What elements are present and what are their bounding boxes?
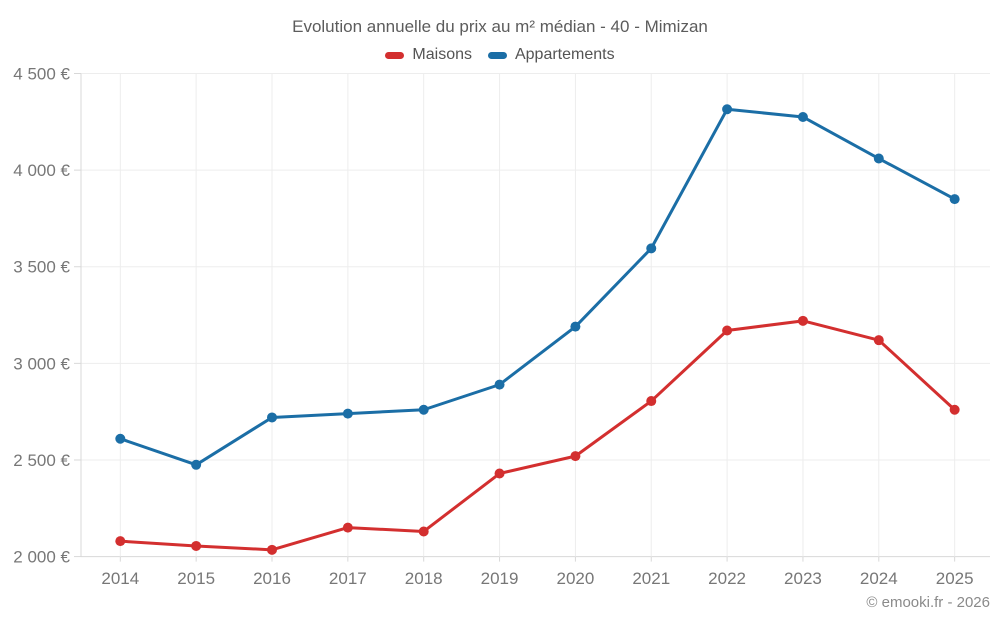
data-point-appartements-2021[interactable]	[646, 243, 657, 254]
x-tick-label: 2024	[860, 569, 898, 588]
x-tick-label: 2019	[481, 569, 519, 588]
data-point-appartements-2017[interactable]	[342, 408, 353, 419]
data-point-appartements-2020[interactable]	[570, 321, 581, 332]
x-tick-label: 2021	[632, 569, 670, 588]
data-point-maisons-2025[interactable]	[949, 404, 960, 415]
x-tick-label: 2015	[177, 569, 215, 588]
y-tick-label: 3 000 €	[13, 354, 70, 373]
series-line-appartements	[118, 107, 957, 467]
data-point-appartements-2023[interactable]	[797, 111, 808, 122]
appartements-legend-label: Appartements	[514, 46, 615, 63]
chart-legend: Maisons Appartements	[0, 46, 1000, 64]
maisons-legend-label: Maisons	[412, 46, 472, 63]
data-point-appartements-2015[interactable]	[191, 459, 202, 470]
y-tick-label: 4 500 €	[13, 65, 70, 84]
chart-title: Evolution annuelle du prix au m² médian …	[292, 17, 708, 36]
data-point-maisons-2014[interactable]	[115, 536, 126, 547]
data-point-maisons-2017[interactable]	[342, 522, 353, 533]
data-point-maisons-2024[interactable]	[873, 335, 884, 346]
x-tick-label: 2017	[329, 569, 367, 588]
y-tick-label: 4 000 €	[13, 161, 70, 180]
data-point-appartements-2018[interactable]	[418, 404, 429, 415]
y-tick-label: 2 500 €	[13, 451, 70, 470]
data-point-appartements-2022[interactable]	[722, 104, 733, 115]
copyright-credit: © emooki.fr - 2026	[866, 594, 990, 611]
data-point-maisons-2018[interactable]	[418, 526, 429, 537]
x-tick-label: 2023	[784, 569, 822, 588]
x-tick-label: 2016	[253, 569, 291, 588]
data-point-appartements-2019[interactable]	[494, 379, 505, 390]
data-point-maisons-2023[interactable]	[797, 315, 808, 326]
data-point-maisons-2015[interactable]	[191, 540, 202, 551]
series-line-maisons	[118, 319, 957, 552]
data-point-appartements-2014[interactable]	[115, 433, 126, 444]
data-point-appartements-2016[interactable]	[267, 412, 277, 423]
data-point-appartements-2024[interactable]	[873, 153, 884, 164]
appartements-legend-swatch-icon	[487, 51, 507, 59]
x-tick-label: 2018	[405, 569, 443, 588]
x-tick-label: 2025	[936, 569, 974, 588]
x-tick-label: 2020	[556, 569, 594, 588]
data-point-maisons-2022[interactable]	[722, 325, 733, 336]
data-point-maisons-2021[interactable]	[646, 396, 657, 407]
x-tick-label: 2014	[101, 569, 139, 588]
maisons-legend-swatch-icon	[385, 51, 405, 59]
legend-item-maisons[interactable]: Maisons	[385, 46, 472, 64]
y-tick-label: 2 000 €	[13, 548, 70, 567]
y-tick-label: 3 500 €	[13, 258, 70, 277]
data-point-maisons-2020[interactable]	[570, 451, 581, 462]
data-point-appartements-2025[interactable]	[949, 194, 960, 205]
data-point-maisons-2019[interactable]	[494, 468, 505, 479]
data-point-maisons-2016[interactable]	[267, 544, 277, 555]
x-tick-label: 2022	[708, 569, 746, 588]
legend-item-appartements[interactable]: Appartements	[487, 46, 615, 64]
